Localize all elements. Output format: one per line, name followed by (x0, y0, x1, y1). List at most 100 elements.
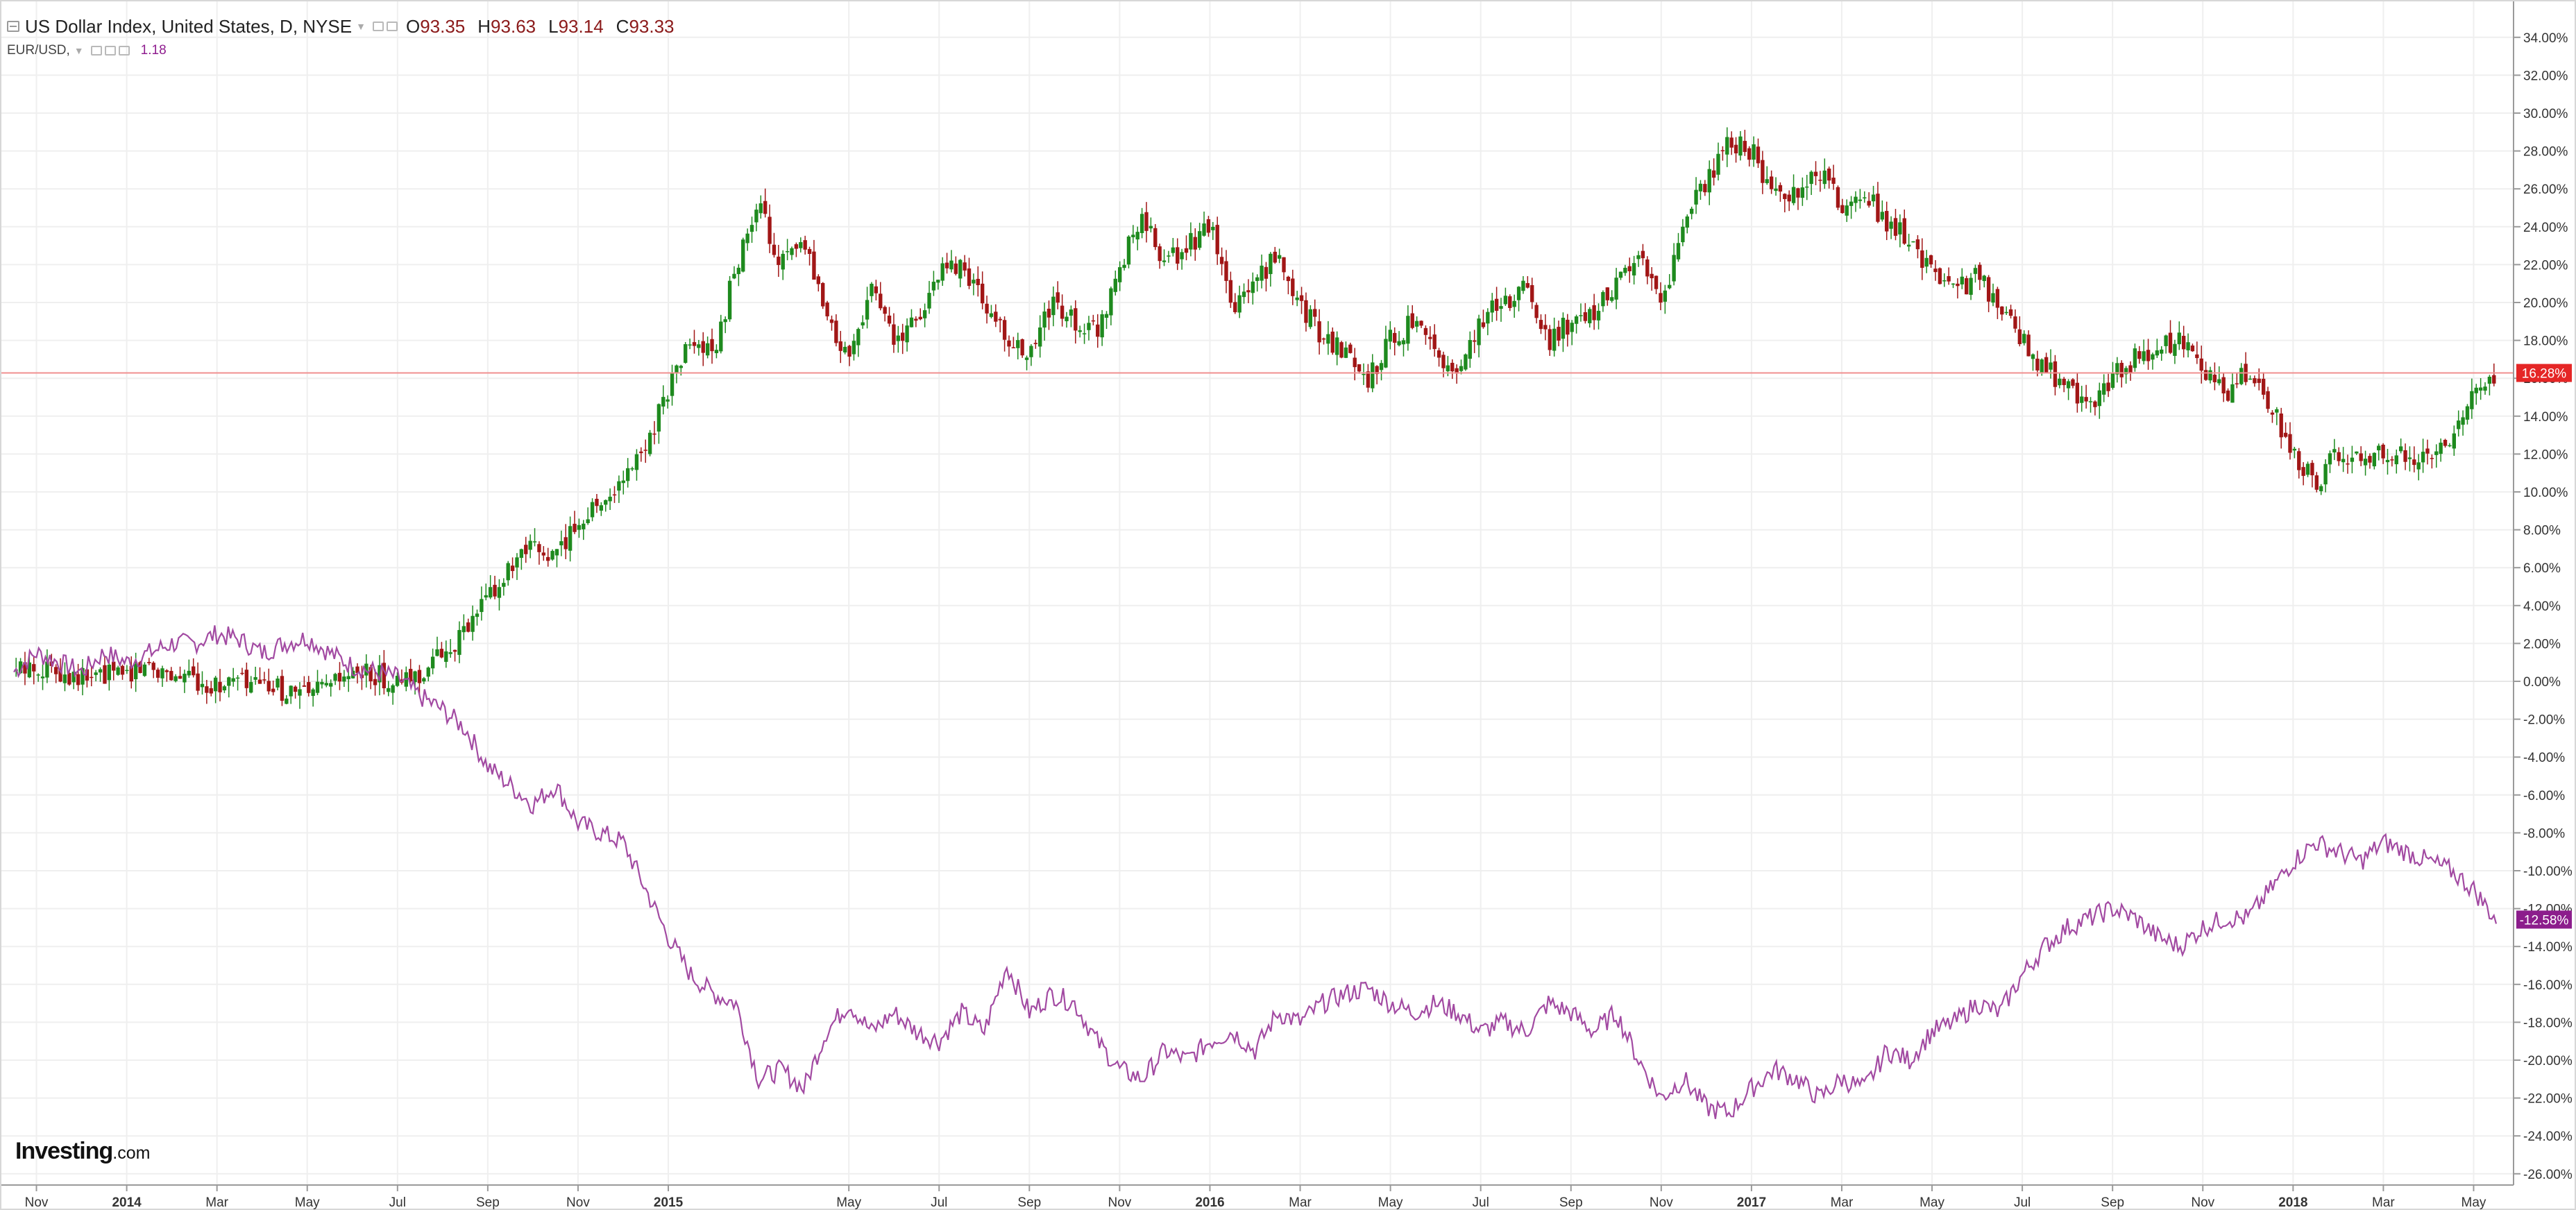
candle (656, 403, 661, 444)
candle (2058, 373, 2062, 389)
candle (2142, 339, 2146, 365)
candle (2230, 373, 2235, 403)
compare-symbol[interactable]: EUR/USD, (7, 43, 70, 58)
candle (1557, 321, 1561, 347)
candle (289, 685, 293, 704)
candle (936, 280, 940, 290)
candle (2080, 386, 2084, 412)
candle-body (1747, 148, 1752, 160)
candle (2035, 350, 2040, 377)
candle-body (1432, 334, 1437, 350)
candle (2341, 447, 2346, 472)
format-icon[interactable] (386, 22, 398, 31)
candle (1973, 264, 1978, 283)
candle (2164, 334, 2168, 354)
candle-body (2332, 449, 2337, 453)
candle (2439, 438, 2443, 462)
candle (1986, 275, 1991, 312)
candle-body (1783, 194, 1787, 199)
candle (1033, 339, 1037, 349)
candle-body (670, 373, 675, 396)
visibility-icon[interactable] (90, 46, 102, 56)
candle (1410, 305, 1414, 330)
candle-body (1375, 366, 1379, 375)
candle-body (1778, 185, 1783, 192)
candle (53, 664, 58, 683)
candle-body (697, 344, 701, 348)
candle (293, 685, 298, 699)
candle-body (2124, 368, 2128, 375)
candle (719, 314, 723, 354)
candle (2275, 407, 2279, 425)
candle (196, 662, 200, 695)
candle (1486, 308, 1490, 336)
candle (1778, 182, 1783, 202)
candle (554, 549, 559, 568)
candle (2474, 384, 2478, 405)
y-axis: 34.00% 32.00% 30.00% 28.00% 26.00% 24.00% 22.0… (2513, 1, 2573, 1185)
candle-body (138, 662, 142, 673)
candle-body (1304, 300, 1308, 323)
candle-body (2084, 397, 2088, 402)
candle (1503, 287, 1508, 306)
x-tick-label: 2014 (112, 1195, 142, 1210)
candle (1627, 257, 1632, 283)
candle (457, 621, 461, 663)
candle-body (1353, 357, 1357, 368)
candle-body (1455, 368, 1459, 374)
x-tick-label: May (836, 1195, 861, 1210)
candle (532, 528, 537, 547)
settings-icon[interactable] (104, 46, 116, 56)
candle-body (2310, 463, 2314, 476)
candle-body (1761, 160, 1765, 183)
candle (2430, 454, 2434, 469)
candle-body (2151, 354, 2155, 360)
settings-icon[interactable] (372, 22, 384, 31)
candle (280, 670, 285, 706)
candle-body (528, 540, 532, 550)
candle (1242, 283, 1246, 304)
candle-body (617, 481, 621, 491)
candle (1122, 259, 1126, 271)
candle-body (1610, 297, 1614, 301)
candle (754, 203, 759, 232)
symbol-title[interactable]: US Dollar Index, United States, D, NYSE (25, 15, 353, 37)
candle-body (1711, 170, 1716, 178)
y-tick-label: 32.00% (2523, 69, 2568, 83)
x-tick-label: 2017 (1737, 1195, 1766, 1210)
candle (2084, 384, 2088, 409)
candle-body (271, 688, 276, 692)
chevron-down-icon[interactable]: ▼ (356, 21, 366, 32)
candle (851, 334, 856, 361)
candle-body (2221, 377, 2226, 393)
candle (1960, 268, 1964, 289)
candle-body (307, 682, 311, 693)
candle-body (1508, 296, 1512, 308)
close-icon[interactable] (118, 46, 130, 56)
y-tick-label: 12.00% (2523, 448, 2568, 462)
candle (1251, 272, 1255, 305)
candle-body (133, 663, 138, 680)
candle-body (488, 587, 493, 598)
collapse-icon[interactable] (7, 21, 19, 32)
candle-body (2168, 332, 2173, 353)
candle (821, 282, 825, 309)
candle-body (723, 319, 727, 323)
candle-body (1446, 365, 1450, 372)
candle-body (1260, 265, 1264, 281)
candle-body (2058, 378, 2062, 386)
candle-body (1149, 225, 1153, 229)
candle-body (652, 433, 656, 435)
ohlc-high-value: 93.63 (491, 15, 536, 37)
candle-body (777, 256, 781, 265)
candle (772, 232, 777, 258)
chevron-down-icon[interactable]: ▼ (74, 45, 84, 56)
candle (1982, 275, 1986, 288)
candle-body (2381, 444, 2385, 459)
candle-body (2377, 445, 2381, 451)
candle-body (178, 676, 183, 679)
candle-body (1069, 309, 1074, 316)
candle (1282, 257, 1286, 280)
candle-body (2239, 368, 2244, 384)
